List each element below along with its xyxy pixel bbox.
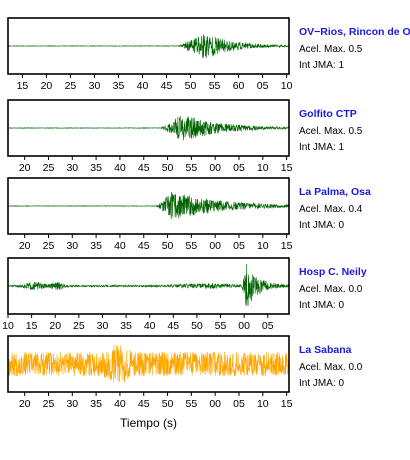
station-panel: 20 25 30 35 40 45 50 55 00 05 10 15 La Sabana Acel. M… <box>7 335 363 410</box>
x-tick-label: 35 <box>113 80 125 92</box>
x-tick-label: 10 <box>281 80 293 92</box>
x-tick-label: 40 <box>114 162 126 174</box>
x-tick-label: 35 <box>90 398 102 410</box>
x-tick-label: 25 <box>73 320 85 332</box>
x-tick-label: 35 <box>120 320 132 332</box>
max-acceleration: Acel. Max. 0.4 <box>299 204 363 215</box>
x-tick-label: 45 <box>167 320 179 332</box>
x-tick-label: 25 <box>43 162 55 174</box>
x-tick-label: 55 <box>209 80 221 92</box>
x-tick-label: 20 <box>41 80 53 92</box>
x-tick-label: 25 <box>43 240 55 252</box>
x-tick-label: 05 <box>233 240 245 252</box>
x-tick-label: 30 <box>97 320 109 332</box>
x-tick-label: 10 <box>257 240 269 252</box>
x-tick-label: 50 <box>162 162 174 174</box>
plot-frame <box>7 17 290 75</box>
x-tick-label: 50 <box>162 398 174 410</box>
station-panel: 20 25 30 35 40 45 50 55 00 05 10 15 La Palma, Osa Ace… <box>7 177 371 252</box>
x-tick-label: 20 <box>49 320 61 332</box>
station-name: Golfito CTP <box>299 108 357 120</box>
x-tick-label: 55 <box>215 320 227 332</box>
x-tick-label: 40 <box>114 240 126 252</box>
x-tick-label: 25 <box>43 398 55 410</box>
station-panel: 20 25 30 35 40 45 50 55 00 05 10 15 Golfito CTP Acel.… <box>7 99 363 174</box>
x-tick-label: 10 <box>257 398 269 410</box>
x-tick-label: 40 <box>114 398 126 410</box>
seismic-trace <box>7 263 290 307</box>
x-tick-label: 00 <box>238 320 250 332</box>
x-tick-label: 05 <box>233 398 245 410</box>
x-tick-label: 25 <box>65 80 77 92</box>
plot-frame <box>7 177 290 235</box>
x-tick-label: 10 <box>2 320 14 332</box>
x-tick-label: 20 <box>19 398 31 410</box>
station-panel: 10 15 20 25 30 35 40 45 50 55 00 05 Hosp C. Neily Ace… <box>2 257 367 332</box>
x-tick-label: 00 <box>209 240 221 252</box>
x-tick-label: 45 <box>138 162 150 174</box>
x-tick-label: 00 <box>209 162 221 174</box>
x-tick-label: 05 <box>262 320 274 332</box>
x-tick-label: 30 <box>66 240 78 252</box>
jma-intensity: Int JMA: 0 <box>299 300 344 311</box>
station-name: Hosp C. Neily <box>299 266 367 278</box>
max-acceleration: Acel. Max. 0.5 <box>299 126 363 137</box>
plot-frame <box>7 335 290 393</box>
x-tick-label: 15 <box>26 320 38 332</box>
seismic-trace <box>7 191 290 219</box>
seismic-trace <box>7 115 290 141</box>
plot-frame <box>7 257 290 315</box>
x-tick-label: 45 <box>161 80 173 92</box>
x-tick-label: 05 <box>233 162 245 174</box>
x-tick-label: 55 <box>186 162 198 174</box>
x-tick-label: 20 <box>19 240 31 252</box>
x-tick-label: 05 <box>257 80 269 92</box>
x-axis-title: Tiempo (s) <box>120 416 177 430</box>
x-tick-label: 55 <box>186 398 198 410</box>
max-acceleration: Acel. Max. 0.0 <box>299 284 363 295</box>
x-tick-label: 55 <box>186 240 198 252</box>
x-tick-label: 15 <box>281 240 293 252</box>
x-tick-label: 45 <box>138 240 150 252</box>
x-tick-label: 15 <box>281 162 293 174</box>
x-tick-label: 35 <box>90 240 102 252</box>
station-panel: 15 20 25 30 35 40 45 50 55 60 05 10 OV−Rios, Rincon … <box>7 17 410 92</box>
x-tick-label: 30 <box>66 398 78 410</box>
x-tick-label: 15 <box>281 398 293 410</box>
jma-intensity: Int JMA: 1 <box>299 142 344 153</box>
x-tick-label: 50 <box>162 240 174 252</box>
x-tick-label: 40 <box>144 320 156 332</box>
x-tick-label: 20 <box>19 162 31 174</box>
jma-intensity: Int JMA: 1 <box>299 60 344 71</box>
max-acceleration: Acel. Max. 0.0 <box>299 362 363 373</box>
x-tick-label: 10 <box>257 162 269 174</box>
jma-intensity: Int JMA: 0 <box>299 220 344 231</box>
x-tick-label: 30 <box>66 162 78 174</box>
x-tick-label: 50 <box>185 80 197 92</box>
x-tick-label: 30 <box>89 80 101 92</box>
station-name: La Sabana <box>299 344 352 356</box>
x-tick-label: 60 <box>233 80 245 92</box>
seismic-trace <box>7 344 290 383</box>
plot-frame <box>7 99 290 157</box>
x-tick-label: 15 <box>17 80 29 92</box>
max-acceleration: Acel. Max. 0.5 <box>299 44 363 55</box>
jma-intensity: Int JMA: 0 <box>299 378 344 389</box>
station-name: OV−Rios, Rincon de Os <box>299 26 410 38</box>
x-tick-label: 45 <box>138 398 150 410</box>
x-tick-label: 00 <box>209 398 221 410</box>
x-tick-label: 40 <box>137 80 149 92</box>
seismic-trace <box>7 34 290 59</box>
x-tick-label: 50 <box>191 320 203 332</box>
x-tick-label: 35 <box>90 162 102 174</box>
station-name: La Palma, Osa <box>299 186 371 198</box>
